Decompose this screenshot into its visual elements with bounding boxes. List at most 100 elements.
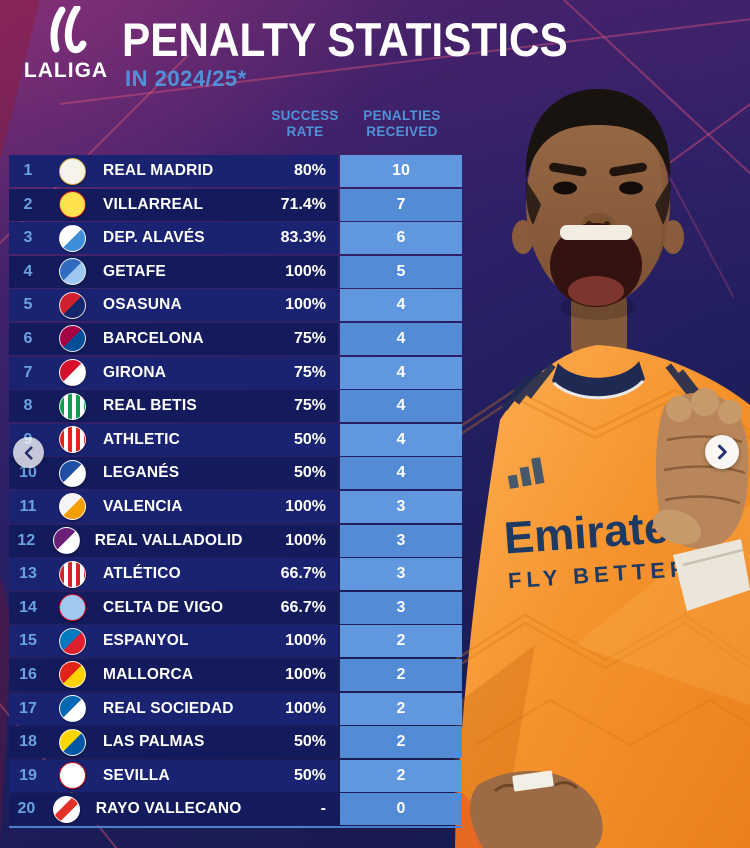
success-rate-cell: 100%	[285, 262, 326, 280]
row-main: 20 RAYO VALLECANO -	[9, 793, 338, 826]
success-rate-cell: 83.3%	[280, 229, 326, 247]
crest-cell	[47, 594, 97, 622]
success-rate-cell: 50%	[293, 766, 326, 784]
rank-cell: 8	[23, 397, 33, 415]
success-rate-cell: 100%	[285, 531, 326, 549]
table-bottom-border	[9, 825, 462, 828]
celta-de-vigo-crest	[58, 594, 86, 622]
team-name: BARCELONA	[103, 329, 204, 347]
laliga-logo: LALIGA	[14, 4, 118, 83]
rank-cell: 1	[23, 162, 33, 179]
mallorca-crest	[58, 661, 86, 689]
crest-cell	[47, 560, 97, 588]
sleeve-cuff	[673, 539, 750, 611]
penalties-cell: 3	[340, 490, 462, 523]
team-name: REAL VALLADOLID	[94, 531, 243, 549]
team-name: GIRONA	[103, 363, 167, 381]
laliga-mark-icon	[50, 4, 87, 54]
chevron-right-icon	[718, 444, 727, 460]
team-name: LAS PALMAS	[103, 733, 205, 751]
penalties-cell: 5	[340, 255, 462, 288]
villarreal-crest	[58, 191, 86, 219]
sevilla-crest	[58, 762, 86, 790]
rank-cell: 13	[19, 565, 37, 583]
table-row: 18 LAS PALMAS 50% 2	[9, 726, 462, 759]
rank-cell: 18	[19, 733, 37, 751]
table-row: 17 REAL SOCIEDAD 100% 2	[9, 692, 462, 725]
table-row: 10 LEGANÉS 50% 4	[9, 457, 462, 490]
carousel-next-button[interactable]	[705, 435, 739, 469]
column-header-success-rate: SUCCESS RATE	[271, 108, 339, 139]
crest-cell	[47, 157, 97, 185]
team-name: REAL BETIS	[103, 397, 197, 415]
penalties-cell: 3	[340, 591, 462, 624]
success-rate-cell: 100%	[285, 296, 326, 314]
rank-cell: 10	[19, 464, 37, 482]
las-palmas-crest	[58, 728, 86, 756]
crest-cell	[47, 291, 97, 319]
rank-cell: 12	[17, 531, 36, 549]
table-row: 1 REAL MADRID 80% 10	[9, 155, 462, 187]
penalties-cell: 3	[340, 524, 462, 557]
team-name: OSASUNA	[103, 296, 182, 314]
barcelona-crest	[58, 325, 86, 353]
table-row: 7 GIRONA 75% 4	[9, 356, 462, 389]
row-main: 1 REAL MADRID 80%	[9, 155, 338, 187]
page-title: PENALTY STATISTICS	[122, 13, 568, 66]
team-name: SEVILLA	[103, 766, 170, 784]
page-subtitle: IN 2024/25*	[125, 66, 247, 91]
column-header-penalties-received: PENALTIES RECEIVED	[363, 108, 441, 139]
rank-cell: 4	[23, 262, 33, 280]
penalties-cell: 4	[340, 356, 462, 389]
table-row: 3 DEP. ALAVÉS 83.3% 6	[9, 222, 462, 255]
team-name: CELTA DE VIGO	[103, 598, 224, 616]
row-main: 17 REAL SOCIEDAD 100%	[9, 692, 338, 725]
crest-cell	[47, 762, 97, 790]
rank-cell: 2	[23, 195, 33, 213]
valencia-crest	[58, 493, 86, 521]
penalties-cell: 10	[340, 155, 462, 187]
carousel-prev-button[interactable]	[13, 437, 44, 468]
crest-cell	[47, 695, 97, 722]
penalties-cell: 2	[340, 726, 462, 759]
team-name: VILLARREAL	[103, 195, 204, 213]
rank-cell: 19	[19, 766, 37, 784]
row-main: 2 VILLARREAL 71.4%	[9, 188, 338, 221]
table-row: 5 OSASUNA 100% 4	[9, 289, 462, 322]
penalties-cell: 2	[340, 759, 462, 792]
row-main: 6 BARCELONA 75%	[9, 322, 338, 355]
row-main: 14 CELTA DE VIGO 66.7%	[9, 591, 338, 624]
athletic-crest	[58, 426, 86, 454]
team-name: RAYO VALLECANO	[95, 800, 242, 818]
getafe-crest	[58, 258, 86, 286]
penalties-cell: 3	[340, 558, 462, 591]
crest-cell	[47, 728, 97, 756]
table-row: 8 REAL BETIS 75% 4	[9, 390, 462, 423]
table-row: 9ATHLETIC50%4	[9, 423, 462, 456]
crest-cell	[47, 426, 97, 454]
rank-cell: 6	[23, 329, 33, 347]
rank-cell: 3	[23, 229, 33, 247]
table-row: 16 MALLORCA 100% 2	[9, 658, 462, 691]
success-rate-cell: 75%	[293, 363, 326, 381]
success-rate-cell: 100%	[285, 497, 326, 515]
success-rate-cell: 66.7%	[280, 565, 326, 583]
penalties-cell: 6	[340, 222, 462, 255]
osasuna-crest	[58, 291, 86, 319]
team-name: ATHLETIC	[103, 430, 181, 448]
alaves-crest	[58, 224, 86, 252]
success-rate-cell: 66.7%	[280, 598, 326, 616]
rank-cell: 5	[23, 296, 33, 314]
penalties-cell: 4	[340, 322, 462, 355]
row-main: 5 OSASUNA 100%	[9, 289, 338, 322]
rank-cell: 20	[17, 800, 36, 818]
player-photo: Emirates FLY BETTER	[455, 89, 750, 848]
table-row: 11 VALENCIA 100% 3	[9, 490, 462, 523]
player-head	[512, 89, 684, 307]
penalties-cell: 7	[340, 188, 462, 221]
real-madrid-crest	[58, 157, 86, 185]
success-rate-cell: -	[320, 800, 326, 818]
laliga-wordmark: LALIGA	[23, 59, 109, 82]
row-main: 15 ESPANYOL 100%	[9, 625, 338, 658]
table-row: 6 BARCELONA 75% 4	[9, 322, 462, 355]
